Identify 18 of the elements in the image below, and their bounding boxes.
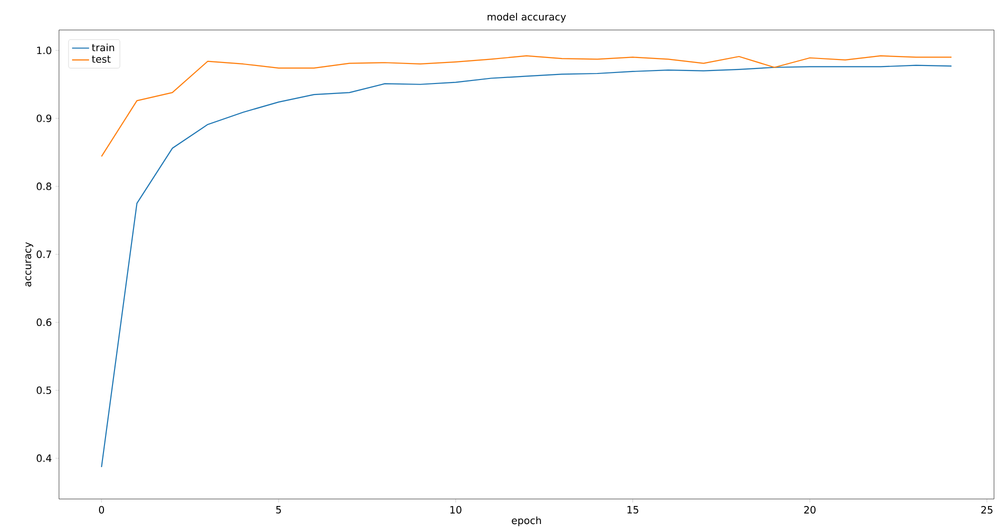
y-tick-label: 0.8 xyxy=(36,182,52,190)
y-tick-label: 0.9 xyxy=(36,114,52,122)
x-tick-label: 25 xyxy=(981,506,992,514)
x-tick-label: 10 xyxy=(450,506,462,514)
y-tick-label: 1.0 xyxy=(37,46,52,54)
y-tick-label: 0.4 xyxy=(36,454,52,462)
x-axis-title: epoch xyxy=(512,516,541,526)
y-tick-label: 0.7 xyxy=(36,250,52,258)
x-tick-label: 5 xyxy=(276,506,281,514)
x-tick-label: 0 xyxy=(98,506,104,514)
legend-label: test xyxy=(92,55,111,63)
x-tick-label: 15 xyxy=(627,506,638,514)
y-tick-label: 0.5 xyxy=(36,386,52,394)
legend-label: train xyxy=(92,43,114,52)
chart-title: model accuracy xyxy=(488,12,566,22)
y-axis-title: accuracy xyxy=(26,242,34,286)
x-tick-label: 20 xyxy=(804,506,816,514)
y-tick-label: 0.6 xyxy=(36,318,52,326)
